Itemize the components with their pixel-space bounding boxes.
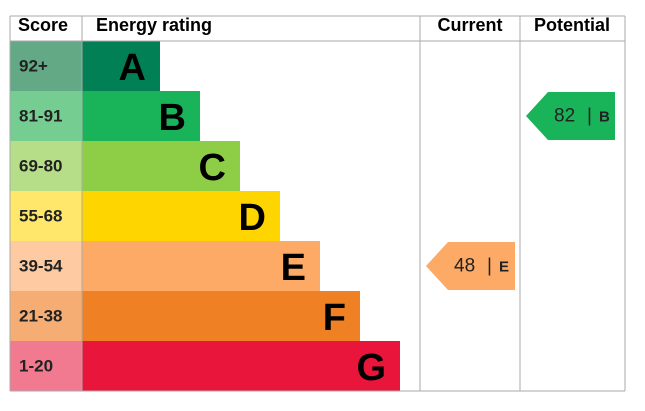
score-cell <box>10 291 82 341</box>
score-cell <box>10 241 82 291</box>
column-header: Current <box>437 15 502 35</box>
rating-bar <box>82 91 200 141</box>
score-cell <box>10 91 82 141</box>
score-label: 21-38 <box>19 307 62 326</box>
rating-letter: G <box>356 347 386 389</box>
score-cell <box>10 191 82 241</box>
column-header: Potential <box>534 15 610 35</box>
score-cell <box>10 41 82 91</box>
rating-letter: D <box>239 197 266 239</box>
potential-letter: B <box>599 109 610 126</box>
rating-bar <box>82 241 320 291</box>
rating-letter: F <box>323 297 346 339</box>
current-letter: E <box>499 259 509 276</box>
rating-bar <box>82 41 160 91</box>
score-label: 39-54 <box>19 257 63 276</box>
rating-bar <box>82 141 240 191</box>
score-cell <box>10 141 82 191</box>
rating-letter: B <box>159 97 186 139</box>
current-arrow <box>426 242 515 290</box>
score-label: 1-20 <box>19 357 53 376</box>
current-value: 48 <box>454 256 475 277</box>
rating-letter: C <box>199 147 226 189</box>
score-label: 55-68 <box>19 207 62 226</box>
rating-letter: E <box>281 247 306 289</box>
rating-letter: A <box>119 47 146 89</box>
rating-bar <box>82 191 280 241</box>
rating-bar <box>82 291 360 341</box>
rating-bar <box>82 341 400 391</box>
column-header: Score <box>18 15 68 35</box>
score-cell <box>10 341 82 391</box>
current-separator: | <box>487 256 492 277</box>
score-label: 92+ <box>19 57 48 76</box>
potential-arrow <box>526 92 615 140</box>
score-label: 81-91 <box>19 107 62 126</box>
potential-value: 82 <box>554 106 575 127</box>
column-header: Energy rating <box>96 15 212 35</box>
potential-separator: | <box>587 106 592 127</box>
score-label: 69-80 <box>19 157 62 176</box>
